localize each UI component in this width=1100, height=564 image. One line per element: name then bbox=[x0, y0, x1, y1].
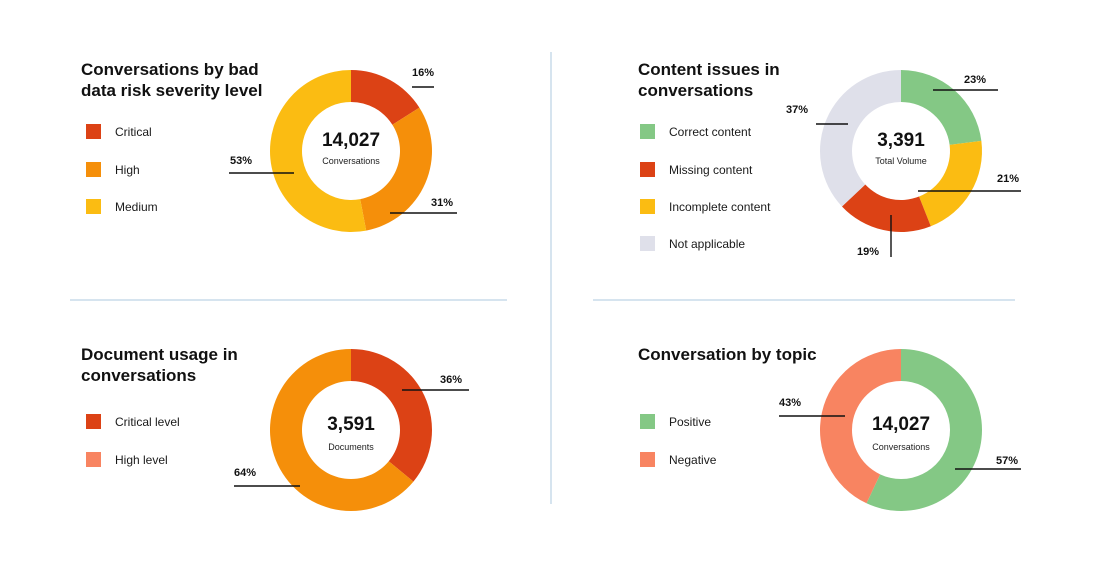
legend-swatch bbox=[86, 452, 101, 467]
legend-swatch bbox=[86, 124, 101, 139]
slice-label-positive: 57% bbox=[996, 455, 1018, 467]
legend-swatch bbox=[640, 236, 655, 251]
donut-slice-negative bbox=[820, 349, 901, 504]
panel-risk-severity: Conversations by bad data risk severity … bbox=[0, 0, 550, 282]
donut-slice-correct-content bbox=[901, 70, 982, 145]
legend-item-incomplete-content: Incomplete content bbox=[640, 199, 770, 214]
slice-label-critical: 16% bbox=[412, 67, 434, 79]
center-label: Conversations bbox=[322, 156, 380, 166]
legend-swatch bbox=[640, 162, 655, 177]
donut-chart: 3,391 Total Volume 23% 21% 19% 37% bbox=[786, 70, 1021, 258]
center-value: 3,591 bbox=[327, 414, 375, 435]
legend-swatch bbox=[640, 124, 655, 139]
center-value: 14,027 bbox=[322, 130, 380, 151]
legend-swatch bbox=[640, 452, 655, 467]
legend-label: Missing content bbox=[669, 162, 753, 177]
donut-slice-incomplete-content bbox=[919, 140, 982, 227]
center-label: Documents bbox=[328, 442, 374, 452]
slice-label-correct-content: 23% bbox=[964, 74, 986, 86]
center-label: Conversations bbox=[872, 442, 930, 452]
panel-title: Document usage in conversations bbox=[81, 345, 238, 385]
donut-slice-not-applicable bbox=[820, 70, 901, 207]
legend-item-high-level: High level bbox=[86, 452, 168, 467]
legend-swatch bbox=[86, 414, 101, 429]
legend-label: High level bbox=[115, 452, 168, 467]
donut-chart: 14,027 Conversations 16% 31% 53% bbox=[229, 67, 457, 233]
leader-lines bbox=[234, 389, 469, 487]
slices bbox=[820, 70, 982, 232]
slice-label-high: 31% bbox=[431, 197, 453, 209]
donut-slice-critical-level bbox=[351, 349, 432, 482]
legend-swatch bbox=[86, 162, 101, 177]
panel-document-usage: Document usage in conversations Critical… bbox=[0, 282, 550, 564]
slice-label-incomplete-content: 21% bbox=[997, 173, 1019, 185]
horizontal-divider-left bbox=[70, 299, 507, 301]
legend-swatch bbox=[86, 199, 101, 214]
legend-item-positive: Positive bbox=[640, 414, 711, 429]
horizontal-divider-right bbox=[593, 299, 1015, 301]
donut-chart: 3,591 Documents 36% 64% bbox=[234, 349, 469, 511]
legend-label: Not applicable bbox=[669, 236, 746, 251]
legend-item-critical: Critical bbox=[86, 124, 152, 139]
donut-slice-critical bbox=[351, 70, 420, 125]
slice-label-high-level: 64% bbox=[234, 467, 256, 479]
donut-chart: 14,027 Conversations 57% 43% bbox=[779, 349, 1021, 511]
legend-label: Positive bbox=[669, 414, 712, 429]
donut-slice-medium bbox=[269, 70, 367, 233]
legend-item-negative: Negative bbox=[640, 452, 716, 467]
panel-conversation-topic: Conversation by topic Positive Negative … bbox=[550, 282, 1100, 564]
legend-swatch bbox=[640, 414, 655, 429]
legend-label: Critical bbox=[115, 124, 152, 139]
center-value: 3,391 bbox=[877, 130, 925, 151]
vertical-divider bbox=[550, 52, 552, 504]
legend-label: Negative bbox=[669, 452, 717, 467]
legend-label: Medium bbox=[115, 199, 158, 214]
slice-label-critical-level: 36% bbox=[440, 374, 462, 386]
legend-label: Critical level bbox=[115, 414, 180, 429]
donut-slice-missing-content bbox=[841, 184, 931, 232]
panel-title: Conversation by topic bbox=[638, 345, 817, 364]
leader-lines bbox=[779, 415, 1021, 470]
panel-content-issues: Content issues in conversations Correct … bbox=[550, 0, 1100, 282]
legend-item-missing-content: Missing content bbox=[640, 162, 752, 177]
legend-item-critical-level: Critical level bbox=[86, 414, 180, 429]
legend-label: High bbox=[115, 162, 140, 177]
donut-slice-unlabeled bbox=[270, 349, 414, 511]
slices bbox=[270, 349, 432, 511]
panel-title: Conversations by bad data risk severity … bbox=[81, 60, 263, 100]
legend-label: Correct content bbox=[669, 124, 752, 139]
center-value: 14,027 bbox=[872, 414, 930, 435]
leader-lines bbox=[229, 86, 457, 214]
leader-lines bbox=[816, 89, 1021, 257]
slice-label-negative: 43% bbox=[779, 397, 801, 409]
center-label: Total Volume bbox=[875, 156, 927, 166]
donut-slice-high bbox=[360, 107, 432, 231]
slices bbox=[820, 349, 982, 511]
legend-item-medium: Medium bbox=[86, 199, 158, 214]
slice-label-missing-content: 19% bbox=[857, 246, 879, 258]
panel-title: Content issues in conversations bbox=[638, 60, 780, 100]
slices bbox=[269, 70, 432, 233]
legend-item-correct-content: Correct content bbox=[640, 124, 751, 139]
slice-label-not-applicable: 37% bbox=[786, 104, 808, 116]
legend-item-high: High bbox=[86, 162, 140, 177]
donut-slice-positive bbox=[866, 349, 982, 511]
slice-label-medium: 53% bbox=[230, 155, 252, 167]
legend-swatch bbox=[640, 199, 655, 214]
legend-item-not-applicable: Not applicable bbox=[640, 236, 745, 251]
legend-label: Incomplete content bbox=[669, 199, 771, 214]
